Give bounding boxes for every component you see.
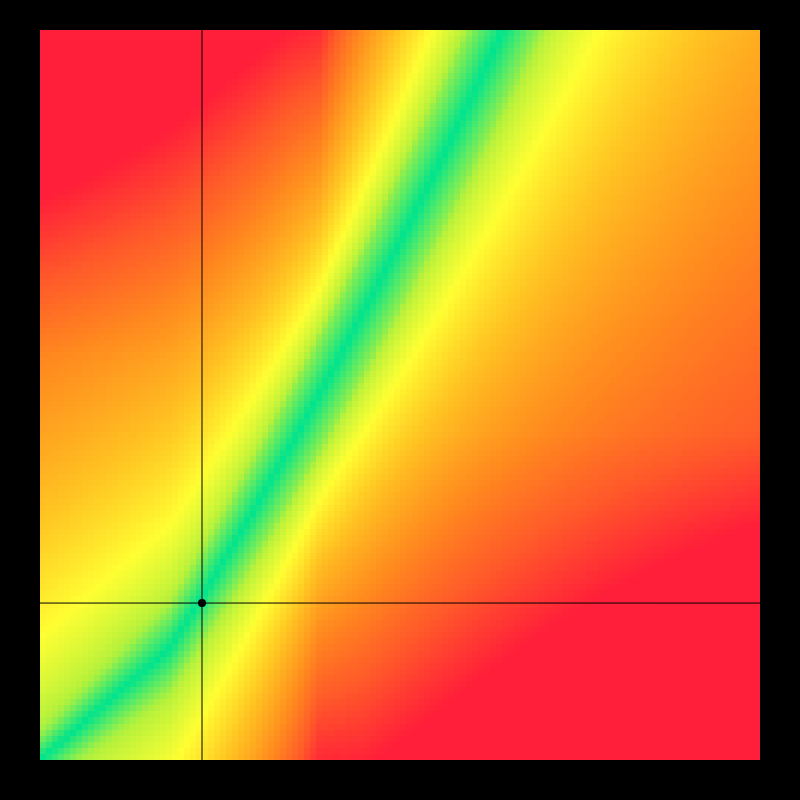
bottleneck-heatmap (0, 0, 800, 800)
chart-frame: TheBottleneck.com (0, 0, 800, 800)
